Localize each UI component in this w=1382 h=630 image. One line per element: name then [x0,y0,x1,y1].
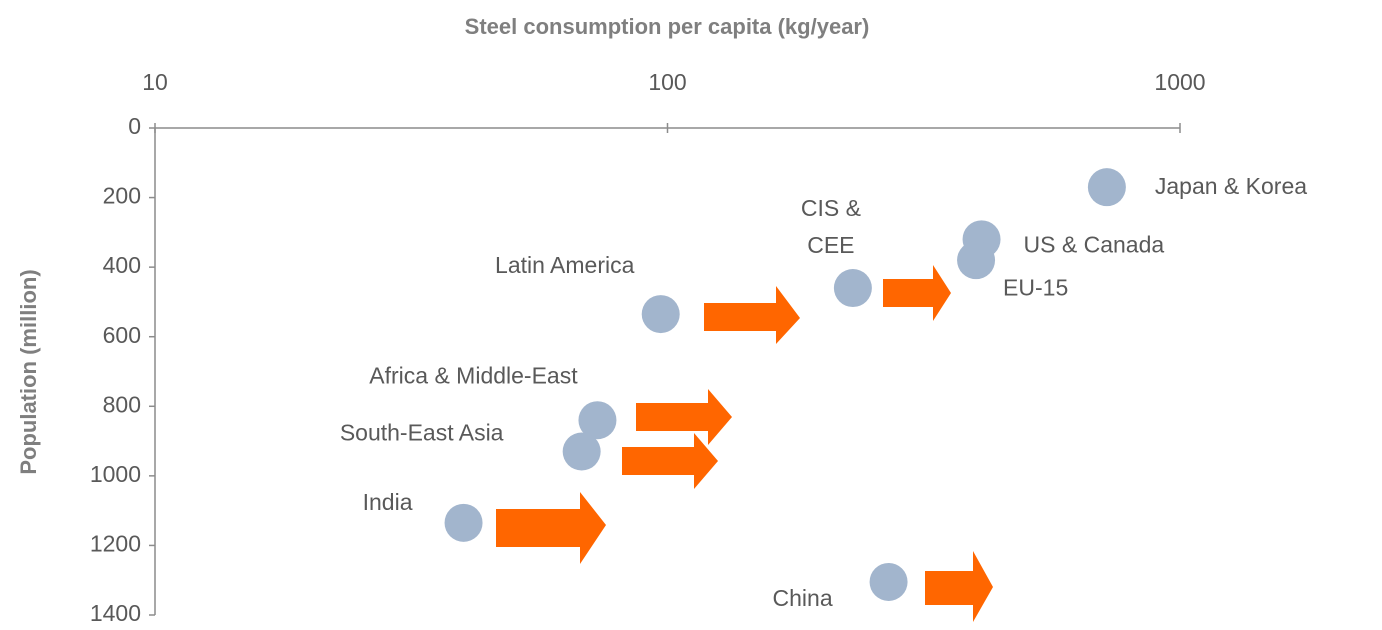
y-tick-label: 0 [128,113,141,139]
arrow [496,492,606,564]
y-tick-label: 600 [103,322,141,348]
arrow [636,389,732,445]
arrows [496,265,993,622]
y-tick-label: 200 [103,183,141,209]
point-label: Japan & Korea [1155,173,1307,199]
x-tick-label: 10 [142,69,168,95]
point [1087,168,1126,207]
arrow [622,433,718,489]
point-label: India [363,489,413,515]
point [957,241,996,280]
point-label: China [773,585,833,611]
point-label: US & Canada [1024,231,1165,257]
arrow [883,265,951,321]
y-axis-title: Population (million) [16,269,41,474]
x-tick-label: 100 [648,69,686,95]
point [641,295,680,334]
point [444,503,483,542]
point-label: South-East Asia [340,420,504,446]
arrow [704,286,800,344]
point [578,401,617,440]
point [869,562,908,601]
point [562,432,601,471]
point-label: Africa & Middle-East [369,362,578,388]
y-tick-label: 1200 [90,531,141,557]
y-tick-label: 1400 [90,600,141,626]
point-label: Latin America [495,252,635,278]
x-axis-title: Steel consumption per capita (kg/year) [465,14,870,39]
x-tick-label: 1000 [1154,69,1205,95]
point [833,269,872,308]
arrow [925,551,993,622]
point-label: CIS & CEE [801,195,861,258]
y-tick-label: 800 [103,391,141,417]
y-tick-label: 400 [103,252,141,278]
point-label: EU-15 [1003,274,1068,300]
y-tick-label: 1000 [90,461,141,487]
